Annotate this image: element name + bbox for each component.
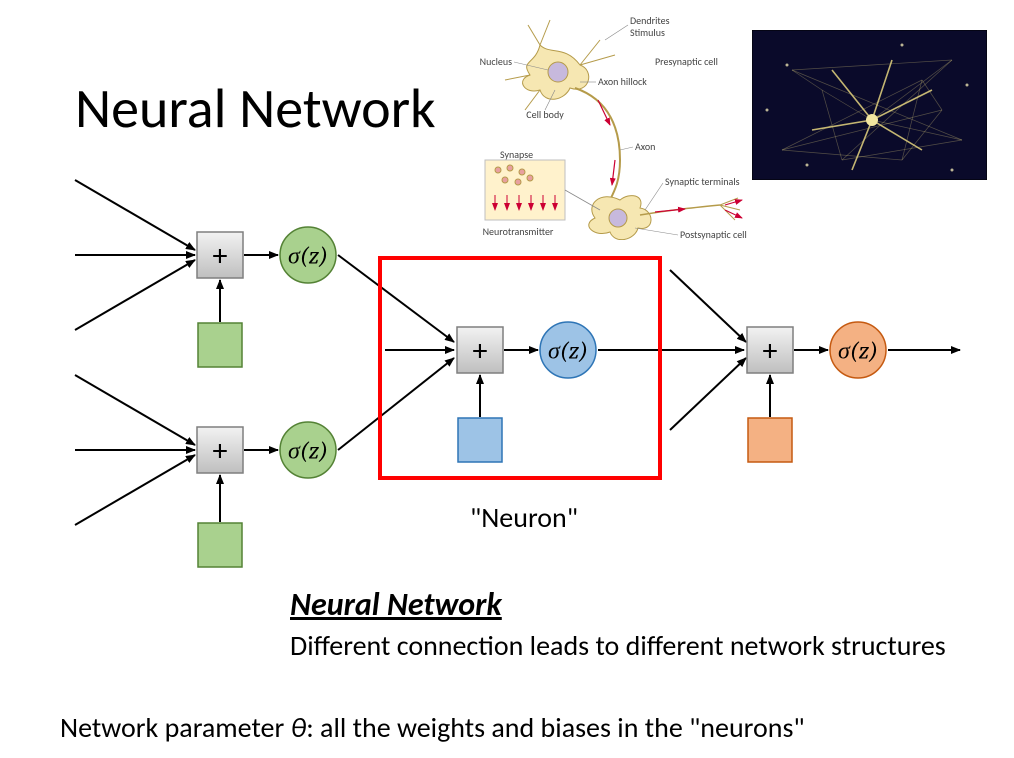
bias-box	[458, 418, 502, 462]
neuron-caption: "Neuron"	[470, 500, 578, 535]
footer-prefix: Network parameter	[60, 710, 291, 745]
svg-text:Presynaptic cell: Presynaptic cell	[655, 55, 718, 68]
arrow	[670, 270, 746, 342]
arrow	[670, 358, 746, 430]
sigma-label: σ(z)	[288, 241, 328, 269]
body-text: Different connection leads to different …	[290, 628, 950, 663]
bias-box	[198, 523, 242, 567]
arrow	[75, 180, 195, 250]
subheading: Neural Network	[290, 585, 502, 624]
arrow	[338, 255, 454, 342]
svg-text:Synapse: Synapse	[500, 148, 533, 161]
arrow	[75, 260, 195, 330]
bias-box	[198, 323, 242, 367]
footer-param: θ	[291, 710, 307, 745]
svg-text:Stimulus: Stimulus	[630, 26, 665, 39]
svg-text:Synaptic terminals: Synaptic terminals	[665, 175, 740, 188]
sum-label: +	[213, 238, 228, 275]
svg-text:Axon hillock: Axon hillock	[598, 75, 647, 88]
svg-text:Nucleus: Nucleus	[480, 55, 512, 68]
sigma-label: σ(z)	[288, 436, 328, 464]
biological-neuron-diagram: DendritesStimulusNucleusAxon hillockCell…	[480, 10, 750, 240]
sigma-label: σ(z)	[838, 336, 878, 364]
page-title: Neural Network	[75, 75, 436, 143]
footer-suffix: : all the weights and biases in the "neu…	[306, 710, 804, 745]
svg-text:Postsynaptic cell: Postsynaptic cell	[680, 228, 747, 240]
sigma-label: σ(z)	[548, 336, 588, 364]
sum-label: +	[763, 333, 778, 370]
footer-text: Network parameter θ: all the weights and…	[60, 710, 980, 745]
arrow	[338, 358, 454, 450]
bias-box	[748, 418, 792, 462]
arrow	[75, 375, 195, 445]
sum-label: +	[213, 433, 228, 470]
svg-text:Neurotransmitter: Neurotransmitter	[483, 225, 554, 238]
neuron-photo	[752, 30, 987, 180]
sum-label: +	[473, 333, 488, 370]
svg-text:Axon: Axon	[635, 140, 655, 153]
arrow	[75, 455, 195, 525]
